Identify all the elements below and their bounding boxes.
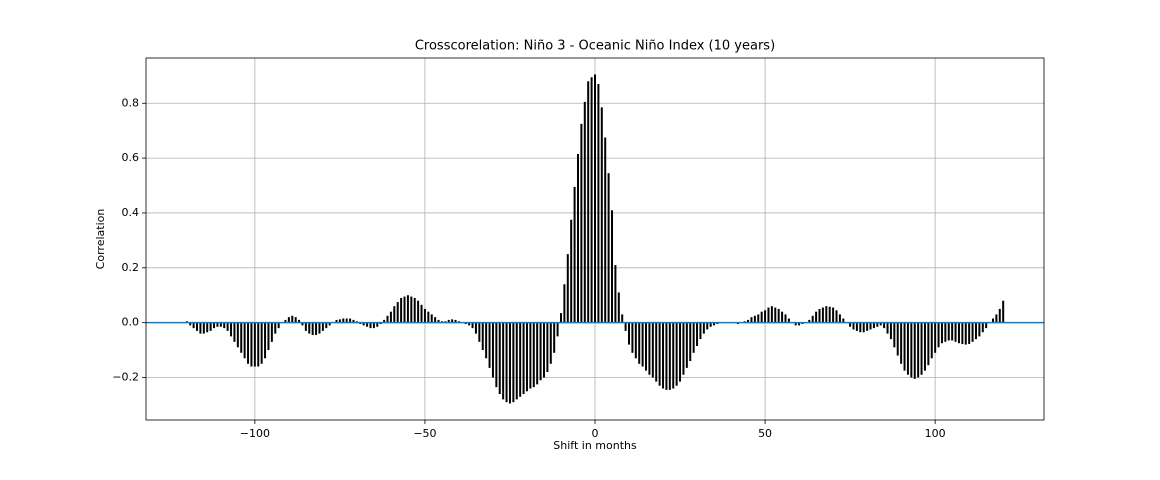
chart-title: Crosscorelation: Niño 3 - Oceanic Niño I… [415, 39, 775, 54]
plot-frame [145, 57, 1045, 421]
x-tick-label: 100 [925, 427, 946, 440]
x-tick-label: −100 [240, 427, 270, 440]
x-tick-label: 0 [592, 427, 599, 440]
y-tick-label: 0.2 [122, 261, 140, 274]
y-tick-label: −0.2 [112, 370, 139, 383]
y-tick-label: 0.0 [122, 316, 140, 329]
x-tick-label: −50 [413, 427, 436, 440]
y-tick-label: 0.6 [122, 151, 140, 164]
x-tick-label: 50 [758, 427, 772, 440]
x-axis-label: Shift in months [553, 439, 637, 452]
y-tick-label: 0.8 [122, 96, 140, 109]
y-axis-label: Correlation [94, 209, 107, 270]
y-tick-label: 0.4 [122, 206, 140, 219]
